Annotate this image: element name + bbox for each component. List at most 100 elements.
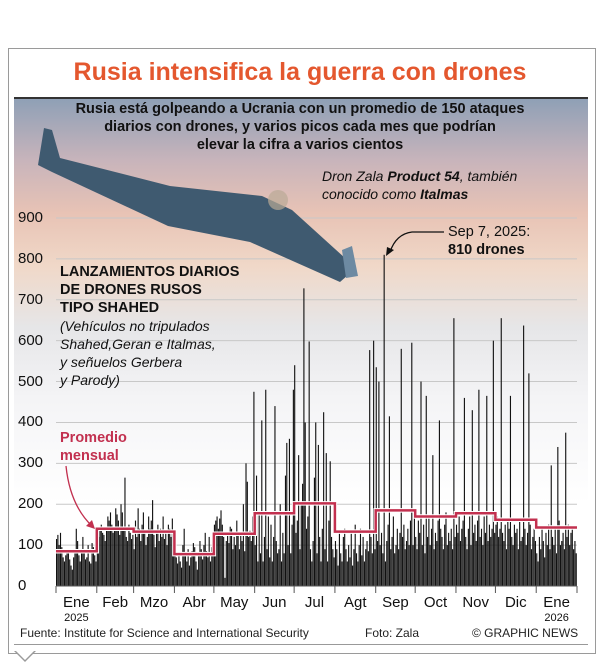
daily-bar [253, 391, 255, 586]
daily-bar [230, 528, 233, 586]
daily-bar [157, 524, 159, 586]
y-tick-label: 100 [18, 536, 44, 554]
daily-bar [119, 534, 121, 586]
daily-bar [86, 557, 88, 586]
daily-bar [386, 541, 388, 586]
daily-bar [299, 549, 301, 586]
annotation-arrowhead [386, 247, 394, 256]
daily-bar [154, 547, 156, 586]
footer-source: Fuente: Institute for Science and Intern… [20, 626, 309, 640]
daily-bar [378, 381, 380, 586]
daily-bar [345, 549, 347, 586]
caption-alias: Italmas [420, 186, 469, 202]
daily-bar [549, 549, 551, 586]
daily-bar [99, 530, 101, 586]
daily-bar [570, 532, 572, 586]
daily-bar [575, 553, 577, 586]
daily-bar [77, 541, 79, 586]
daily-bar [323, 412, 325, 586]
daily-bar [245, 463, 247, 586]
daily-bar [479, 536, 481, 586]
daily-bar [146, 536, 148, 586]
daily-bar [542, 541, 544, 586]
daily-bar [309, 549, 312, 586]
photo-caption: Dron Zala Product 54, también conocido c… [322, 167, 517, 203]
daily-bar [159, 528, 162, 586]
daily-bar [448, 532, 450, 586]
daily-bar [395, 545, 397, 586]
daily-bar [349, 557, 351, 586]
daily-bar [402, 536, 404, 586]
daily-bar [519, 520, 521, 586]
daily-bar [128, 524, 130, 586]
daily-bar [153, 534, 155, 586]
daily-bar [441, 536, 443, 586]
daily-bar [316, 553, 318, 586]
frame-pointer [14, 650, 36, 662]
daily-bar [553, 545, 555, 586]
daily-bar [134, 520, 137, 586]
daily-bar [432, 455, 434, 586]
daily-bar [320, 561, 322, 586]
daily-bar [254, 545, 256, 586]
daily-bar [232, 549, 234, 586]
x-tick-label: Sep [382, 594, 409, 611]
daily-bar [94, 555, 96, 586]
daily-bar [488, 524, 490, 586]
daily-bar [74, 551, 76, 586]
daily-bar [282, 532, 284, 586]
chart-subtitle-line: Shahed,Geran e Italmas, [60, 336, 216, 352]
daily-bar [436, 541, 438, 586]
daily-bar [445, 512, 447, 586]
daily-bar [548, 524, 550, 586]
drone-fin [342, 246, 358, 278]
daily-bar [158, 541, 160, 586]
daily-bar [499, 528, 501, 586]
daily-bar [104, 541, 106, 586]
daily-bar [540, 549, 542, 586]
daily-bar [212, 555, 214, 586]
daily-bar [266, 549, 268, 586]
daily-bar [392, 516, 394, 586]
x-tick-label: Jul [304, 594, 325, 611]
daily-bar [112, 532, 114, 586]
daily-bar [111, 524, 113, 586]
x-tick-label: Abr [182, 594, 206, 611]
daily-bar [442, 549, 444, 586]
daily-bar [396, 528, 398, 586]
daily-bar [108, 520, 110, 586]
daily-bar [216, 516, 218, 586]
daily-bar [513, 524, 515, 586]
page-title: Rusia intensifica la guerra con drones [73, 58, 527, 86]
average-label-line: mensual [60, 448, 119, 464]
daily-bar [377, 541, 379, 586]
daily-bar [295, 532, 297, 586]
daily-bar [155, 532, 158, 586]
x-tick-label: Ene [543, 594, 570, 611]
daily-bar [394, 553, 396, 586]
daily-bar [452, 549, 454, 586]
daily-bar [483, 516, 485, 586]
monthly-average-line [56, 501, 577, 557]
daily-bar [421, 545, 423, 586]
daily-bar [228, 543, 230, 586]
daily-bar [525, 545, 527, 586]
daily-bar [438, 420, 440, 586]
daily-bar [478, 389, 480, 586]
daily-bar [141, 524, 143, 586]
daily-bar [248, 536, 250, 586]
daily-bar [191, 551, 193, 586]
daily-bar [199, 541, 201, 586]
subtitle-line: diarios con drones, y varios picos cada … [104, 119, 496, 135]
daily-bar [75, 528, 77, 586]
daily-bar [205, 551, 208, 586]
daily-bar [211, 547, 213, 586]
daily-bar [532, 536, 534, 586]
daily-bar [341, 561, 343, 586]
y-tick-label: 300 [18, 454, 44, 472]
daily-bar [267, 516, 269, 586]
daily-bar [127, 541, 129, 586]
daily-bar [257, 561, 259, 586]
daily-bar [329, 461, 331, 586]
